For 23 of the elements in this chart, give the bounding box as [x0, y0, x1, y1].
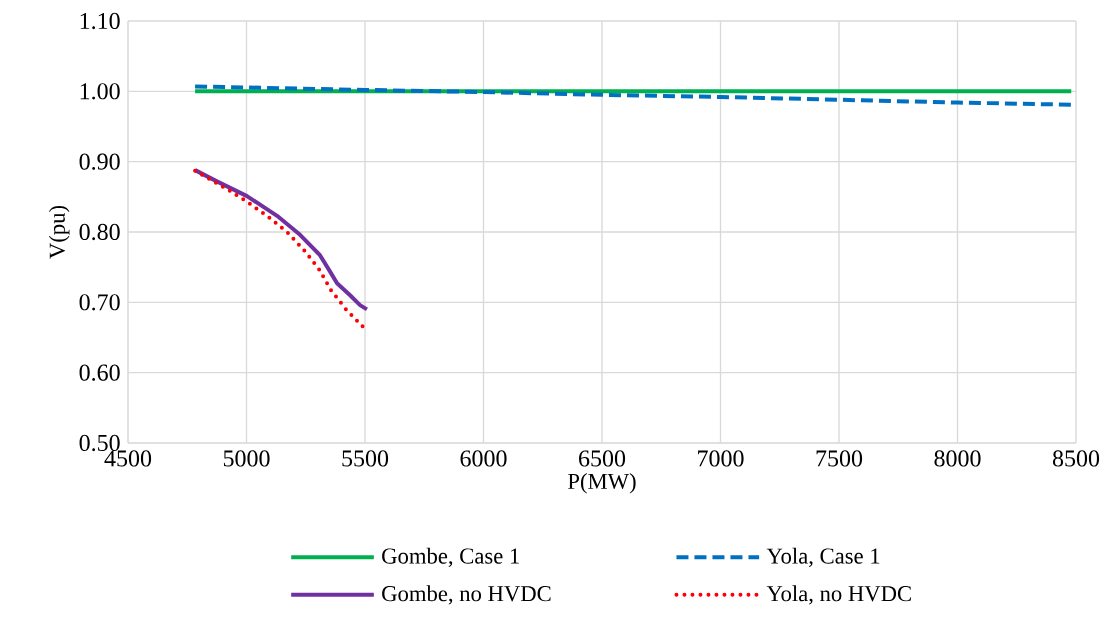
legend-label: Gombe, Case 1 [382, 547, 519, 567]
x-tick-label: 5000 [223, 450, 270, 467]
x-tick-label: 6000 [460, 450, 507, 467]
x-tick-label: 4500 [104, 450, 152, 467]
x-tick-label: 7000 [698, 450, 744, 467]
y-tick-label: 1.10 [80, 12, 120, 30]
x-tick-label: 8000 [934, 450, 981, 467]
y-tick-label: 0.50 [79, 434, 120, 452]
legend-label: Yola, Case 1 [766, 547, 880, 567]
y-tick-label: 0.60 [79, 364, 120, 381]
x-tick-label: 7500 [816, 450, 863, 467]
legend-label: Gombe, no HVDC [382, 585, 551, 605]
y-tick-label: 0.80 [79, 223, 120, 241]
x-tick-label: 5500 [342, 450, 389, 467]
x-tick-label: 8500 [1052, 450, 1100, 467]
y-tick-label: 1.00 [80, 83, 120, 100]
y-tick-label: 0.90 [79, 153, 120, 170]
x-tick-label: 6500 [579, 450, 626, 467]
legend-label: Yola, no HVDC [766, 585, 911, 605]
x-axis-title: P(MW) [568, 473, 636, 494]
y-tick-label: 0.70 [79, 294, 120, 311]
y-axis-title: V(pu) [48, 205, 70, 259]
line-series [193, 84, 1074, 107]
